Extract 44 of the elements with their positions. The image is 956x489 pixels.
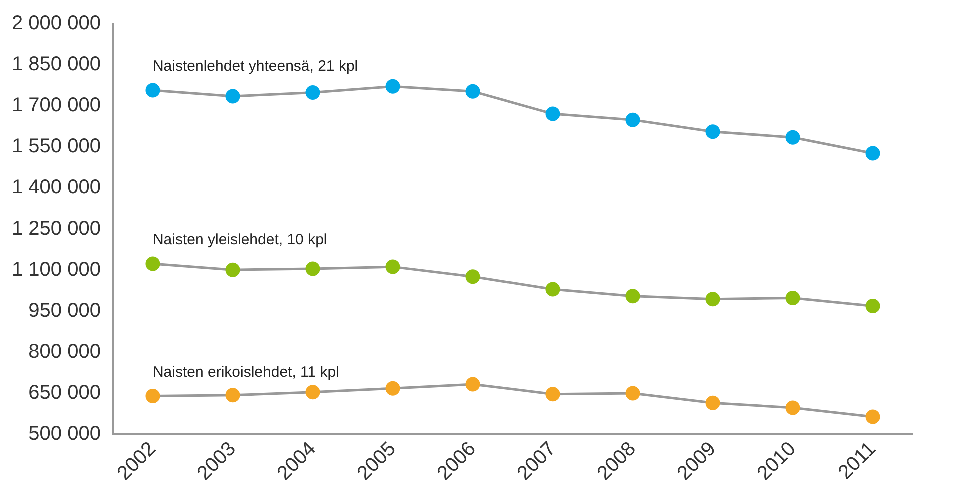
point — [306, 385, 320, 400]
point — [546, 282, 560, 297]
point — [386, 79, 400, 94]
point — [306, 262, 320, 276]
point — [626, 289, 640, 304]
point — [466, 84, 480, 99]
y-tick-label: 650 000 — [28, 382, 101, 404]
point — [466, 270, 480, 284]
point — [146, 83, 160, 98]
point — [866, 410, 880, 424]
point — [546, 387, 560, 402]
point — [386, 381, 400, 396]
point — [626, 112, 640, 128]
point — [146, 389, 160, 404]
series-label: Naisten erikoislehdet, 11 kpl — [152, 364, 340, 381]
series-label: Naisten yleislehdet, 10 kpl — [152, 232, 328, 249]
point — [706, 396, 720, 410]
point — [626, 386, 640, 401]
point — [466, 377, 480, 392]
y-tick-label: 500 000 — [28, 423, 101, 446]
point — [226, 89, 240, 104]
series-label: Naistenlehdet yhteensä, 21 kpl — [152, 58, 358, 76]
point — [546, 106, 560, 122]
point — [386, 260, 400, 274]
point — [306, 85, 320, 100]
y-tick-label: 1 700 000 — [12, 94, 101, 117]
point — [866, 146, 880, 161]
y-tick-label: 1 250 000 — [12, 218, 101, 240]
point — [706, 124, 720, 140]
point — [706, 292, 720, 307]
point — [226, 388, 240, 403]
point — [786, 130, 800, 145]
y-tick-label: 1 850 000 — [12, 54, 101, 76]
point — [786, 400, 800, 416]
y-tick-label: 2 000 000 — [12, 12, 101, 35]
point — [226, 262, 240, 278]
y-tick-label: 800 000 — [28, 340, 101, 363]
point — [786, 291, 800, 306]
y-tick-label: 1 400 000 — [12, 176, 101, 199]
y-tick-label: 1 100 000 — [12, 258, 101, 281]
y-tick-label: 1 550 000 — [12, 136, 101, 158]
y-tick-label: 950 000 — [28, 300, 101, 322]
point — [146, 256, 160, 272]
point — [866, 298, 880, 314]
